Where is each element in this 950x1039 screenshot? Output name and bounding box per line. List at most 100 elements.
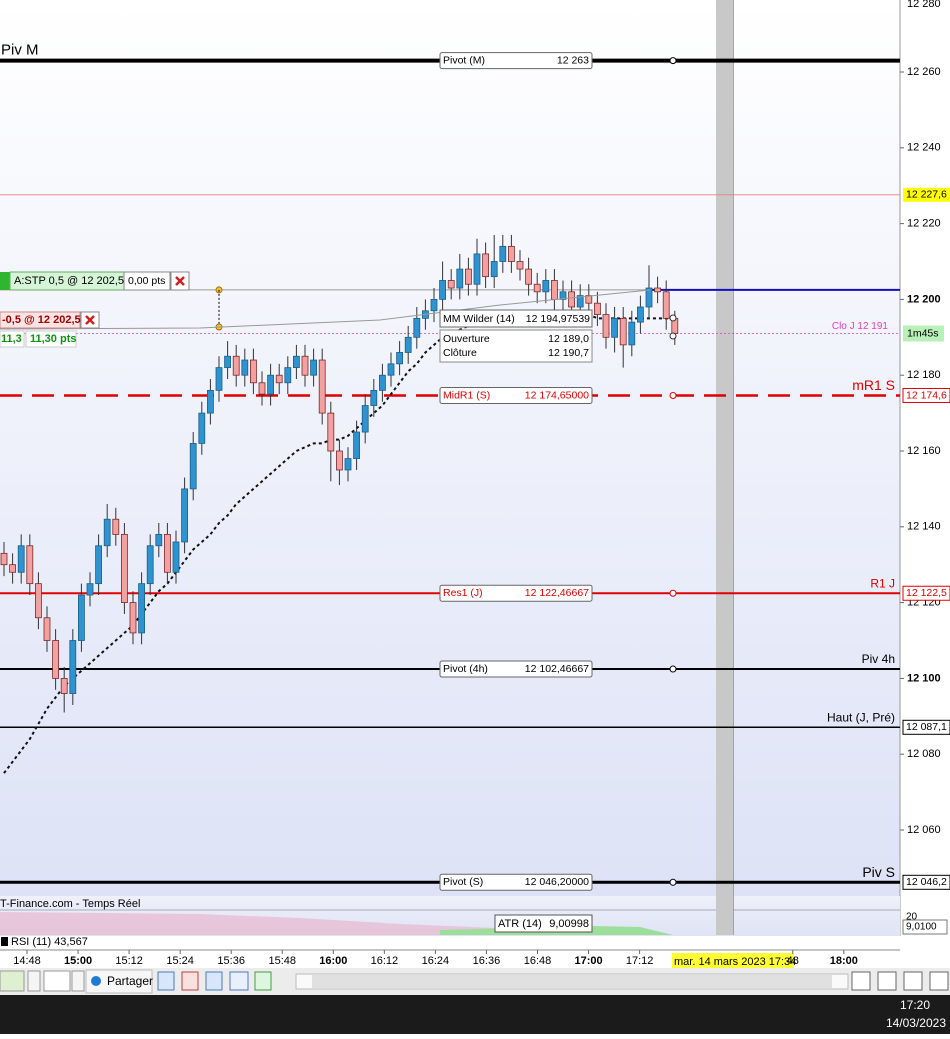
candle-body [602,314,610,338]
candle-body [172,541,180,573]
level-handle[interactable] [669,391,677,399]
zoom-in-button[interactable] [903,971,923,991]
position-box[interactable] [0,311,81,329]
order-handle[interactable] [669,332,677,340]
candle-body [327,412,335,452]
level-name: Pivot (S) [443,876,483,888]
level-handle[interactable] [669,665,677,673]
x-tick-label: 16:24 [422,955,450,967]
level-box [439,584,593,602]
gain-pts: 11,30 pts [30,333,76,345]
x-tick-label: 16:12 [371,955,399,967]
x-tick-label: 16:00 [319,955,347,967]
candle-body [551,280,558,300]
price-tag [902,874,950,890]
level-handle[interactable] [669,589,677,597]
level-handle[interactable] [669,57,677,65]
price-tag-text: 12 174,6 [906,389,947,401]
candle-body [86,583,94,596]
y-tick-label: 12 060 [907,824,941,836]
level-value: 12 122,46667 [525,587,589,599]
tool-button[interactable] [205,971,223,991]
level-value: 12 046,20000 [525,876,589,888]
x-tick-label: 15:00 [64,955,92,967]
order-handle[interactable] [669,314,677,322]
share-icon [91,976,101,986]
atr-value: 9,00998 [549,918,589,930]
tool-button[interactable] [0,970,25,992]
atr-tag [902,919,948,935]
candle-body [9,564,17,573]
price-tag-text: 12 087,1 [906,721,947,733]
order-icon[interactable] [0,272,10,290]
x-tick-label: 16:36 [473,955,501,967]
zoom-out-button[interactable] [877,971,897,991]
tool-button[interactable] [254,971,272,991]
cancel-icon [175,276,185,286]
price-tag [902,719,950,735]
candle-body [525,268,532,285]
candle-body [576,295,584,308]
level-side-label: mR1 S [852,377,895,393]
candle-body [310,359,318,376]
gain-pts-box [25,330,77,348]
ma-box [439,309,593,328]
candle-body [26,545,34,585]
tool-button[interactable] [181,971,199,991]
candle-body [654,287,661,293]
candle-body [378,374,386,391]
atr-label: ATR (14) [498,918,542,930]
level-side-label: Piv S [862,864,895,880]
candle-body [275,374,283,384]
tool-button[interactable] [43,970,71,992]
level-side-label: R1 J [870,576,895,590]
ma-value: 12 194,97539 [526,313,590,325]
price-tag [902,387,950,403]
price-tag-text: 12 046,2 [906,876,947,888]
level-side-label: Haut (J, Pré) [827,710,895,724]
gain-box [0,330,25,348]
x-tick-label: 15:12 [115,955,143,967]
candle-body [594,302,601,315]
candle-body [482,253,490,278]
y-tick-label: 12 220 [907,218,941,230]
fit-button[interactable] [929,971,949,991]
candle-body [95,545,102,585]
candle-body [284,367,292,384]
candle-body [35,583,42,619]
share-button[interactable] [85,969,153,994]
candle-body [215,367,223,391]
level-handle[interactable] [669,878,677,886]
tool-button[interactable] [229,971,249,991]
candle-body [396,352,404,365]
y-tick-label: 12 160 [907,445,941,457]
y-tick-label: 12 180 [907,369,941,381]
tool-dropdown[interactable] [71,970,85,992]
zoom-button[interactable] [851,971,871,991]
tool-button[interactable] [157,971,175,991]
tool-dropdown[interactable] [27,970,41,992]
order-pts: 0,00 pts [128,275,165,287]
level-name: Pivot (M) [443,54,485,66]
candle-body [292,355,300,369]
candle-body [121,533,128,604]
candle-body [611,317,618,338]
candle-body [267,374,275,395]
candle-body [473,253,481,285]
candle-body [163,533,171,573]
level-value: 12 102,46667 [525,663,589,675]
x-tick-label: 14:48 [13,955,41,967]
rsi-label: RSI (11) 43,567 [11,936,88,948]
candle-body [439,280,447,300]
rsi-tick: 20 [906,912,918,923]
candle-body [353,431,361,459]
candle-body [387,363,395,376]
taskbar [0,995,950,1034]
candle-body [507,245,515,262]
scroll-thumb[interactable] [312,975,832,988]
level-box [439,386,593,404]
y-tick-label: 12 280 [907,0,941,10]
level-box [439,52,593,70]
x-tick-label: 15:36 [217,955,245,967]
level-side-label: Piv M [1,42,39,59]
